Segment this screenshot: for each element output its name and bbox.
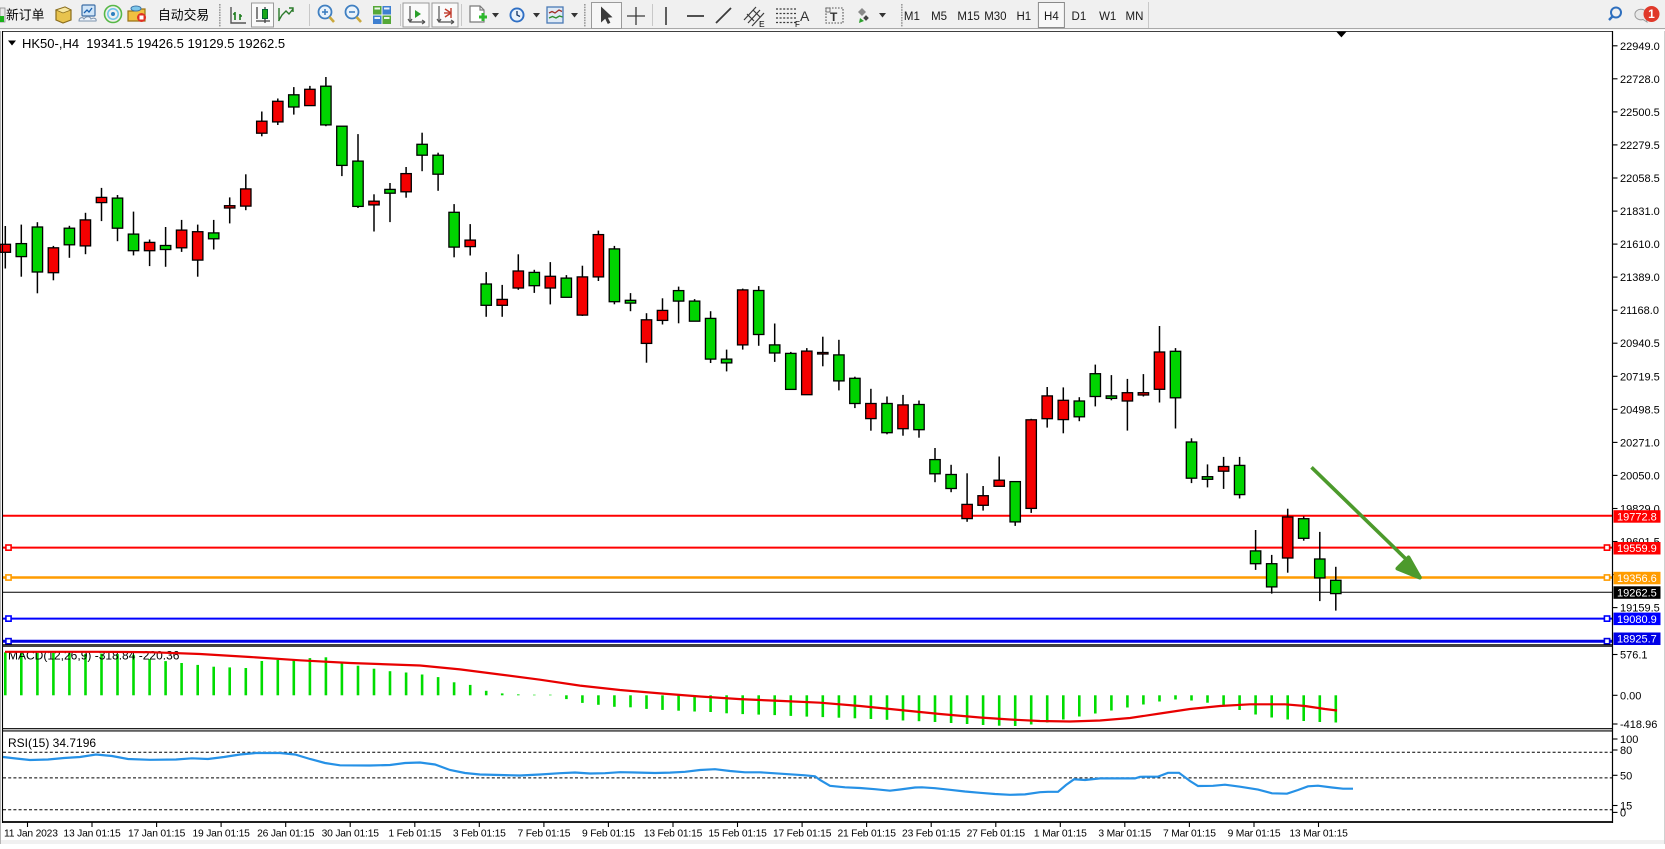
svg-text:27 Feb 01:15: 27 Feb 01:15 (967, 829, 1026, 840)
svg-text:M15: M15 (957, 11, 979, 23)
svg-text:M5: M5 (931, 11, 947, 23)
svg-text:15 Feb 01:15: 15 Feb 01:15 (708, 829, 767, 840)
svg-text:80: 80 (1620, 745, 1632, 757)
svg-text:HK50-,H4 19341.5 19426.5 1912: HK50-,H4 19341.5 19426.5 19129.5 19262.5 (22, 36, 285, 51)
svg-text:19159.5: 19159.5 (1620, 603, 1660, 615)
svg-text:MACD(12,26,9) -318.84 -220.36: MACD(12,26,9) -318.84 -220.36 (8, 649, 180, 663)
svg-text:22058.5: 22058.5 (1620, 173, 1660, 185)
svg-text:新订单: 新订单 (6, 8, 45, 23)
svg-text:0.00: 0.00 (1620, 690, 1641, 702)
svg-text:19 Jan 01:15: 19 Jan 01:15 (193, 829, 251, 840)
svg-text:19080.9: 19080.9 (1617, 614, 1657, 626)
svg-text:50: 50 (1620, 770, 1632, 782)
svg-text:21831.0: 21831.0 (1620, 206, 1660, 218)
svg-text:22949.0: 22949.0 (1620, 41, 1660, 53)
svg-text:T: T (830, 10, 838, 24)
svg-text:30 Jan 01:15: 30 Jan 01:15 (322, 829, 380, 840)
svg-text:M1: M1 (904, 11, 920, 23)
svg-text:19356.6: 19356.6 (1617, 573, 1657, 585)
svg-text:22728.0: 22728.0 (1620, 74, 1660, 86)
svg-text:1 Feb 01:15: 1 Feb 01:15 (388, 829, 441, 840)
svg-text:H4: H4 (1044, 11, 1059, 23)
svg-text:3 Feb 01:15: 3 Feb 01:15 (453, 829, 506, 840)
svg-text:9 Mar 01:15: 9 Mar 01:15 (1228, 829, 1281, 840)
svg-text:100: 100 (1620, 734, 1638, 746)
svg-text:23 Feb 01:15: 23 Feb 01:15 (902, 829, 961, 840)
svg-text:1: 1 (1648, 7, 1655, 21)
svg-text:E: E (759, 19, 765, 29)
svg-text:576.1: 576.1 (1620, 650, 1648, 662)
svg-text:自动交易: 自动交易 (158, 8, 209, 23)
svg-text:13 Feb 01:15: 13 Feb 01:15 (644, 829, 703, 840)
svg-text:11 Jan 2023: 11 Jan 2023 (4, 829, 58, 840)
svg-text:21389.0: 21389.0 (1620, 272, 1660, 284)
svg-text:D1: D1 (1072, 11, 1087, 23)
svg-text:17 Feb 01:15: 17 Feb 01:15 (773, 829, 832, 840)
svg-text:21168.0: 21168.0 (1620, 305, 1659, 317)
svg-text:7 Mar 01:15: 7 Mar 01:15 (1163, 829, 1216, 840)
svg-text:17 Jan 01:15: 17 Jan 01:15 (128, 829, 186, 840)
svg-text:20050.0: 20050.0 (1620, 470, 1660, 482)
svg-text:1 Mar 01:15: 1 Mar 01:15 (1034, 829, 1087, 840)
svg-text:W1: W1 (1099, 11, 1116, 23)
svg-text:RSI(15) 34.7196: RSI(15) 34.7196 (8, 736, 96, 750)
svg-text:26 Jan 01:15: 26 Jan 01:15 (257, 829, 315, 840)
svg-text:20940.5: 20940.5 (1620, 338, 1660, 350)
svg-text:20271.0: 20271.0 (1620, 437, 1660, 449)
svg-text:13 Mar 01:15: 13 Mar 01:15 (1289, 829, 1348, 840)
svg-text:-418.96: -418.96 (1620, 719, 1657, 731)
svg-text:21 Feb 01:15: 21 Feb 01:15 (837, 829, 896, 840)
svg-text:H1: H1 (1016, 11, 1031, 23)
svg-text:20719.5: 20719.5 (1620, 371, 1660, 383)
svg-text:F: F (795, 20, 800, 29)
svg-text:19262.5: 19262.5 (1617, 588, 1657, 600)
svg-text:0: 0 (1620, 807, 1626, 819)
svg-text:7 Feb 01:15: 7 Feb 01:15 (518, 829, 571, 840)
svg-text:19559.9: 19559.9 (1617, 543, 1657, 555)
svg-text:19772.8: 19772.8 (1617, 511, 1657, 523)
svg-text:18925.7: 18925.7 (1617, 634, 1657, 646)
svg-text:M30: M30 (984, 11, 1006, 23)
svg-text:A: A (800, 8, 810, 24)
svg-text:MN: MN (1126, 11, 1144, 23)
svg-text:20498.5: 20498.5 (1620, 404, 1660, 416)
svg-text:15: 15 (1620, 801, 1632, 813)
svg-text:3 Mar 01:15: 3 Mar 01:15 (1098, 829, 1151, 840)
svg-text:22500.5: 22500.5 (1620, 107, 1660, 119)
svg-text:22279.5: 22279.5 (1620, 140, 1660, 152)
svg-text:9 Feb 01:15: 9 Feb 01:15 (582, 829, 635, 840)
svg-text:13 Jan 01:15: 13 Jan 01:15 (63, 829, 121, 840)
svg-text:21610.0: 21610.0 (1620, 239, 1660, 251)
